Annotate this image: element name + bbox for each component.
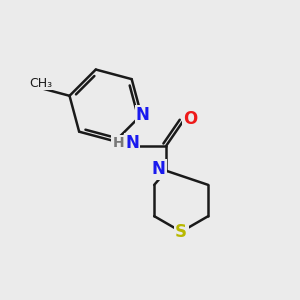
Text: O: O: [183, 110, 197, 128]
Text: CH₃: CH₃: [29, 76, 52, 90]
Text: N: N: [125, 134, 139, 152]
Text: N: N: [136, 106, 150, 124]
Text: N: N: [152, 160, 166, 178]
Text: H: H: [112, 136, 124, 151]
Text: S: S: [175, 223, 187, 241]
